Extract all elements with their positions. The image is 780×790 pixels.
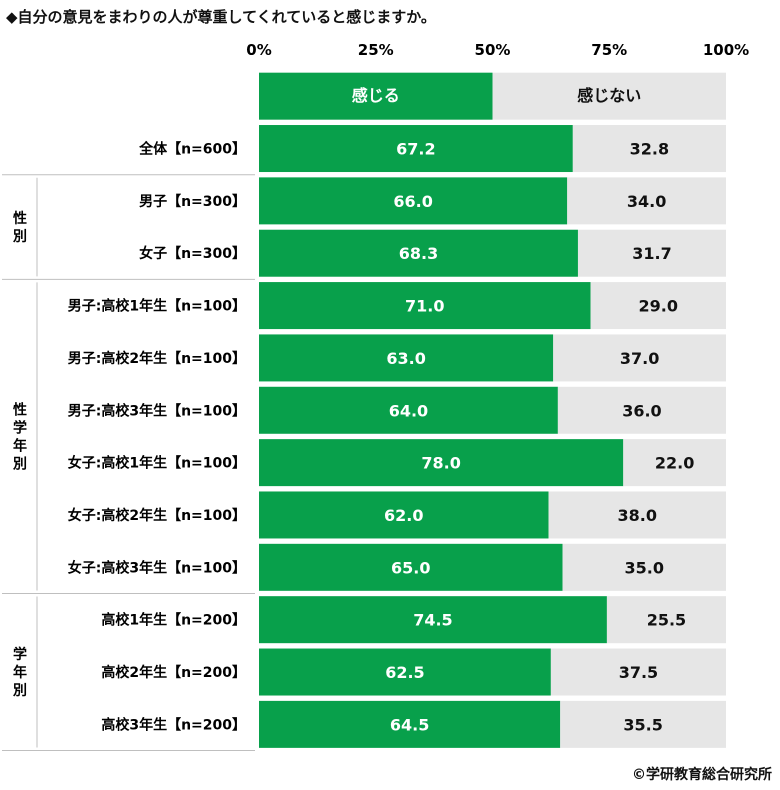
bar-yes xyxy=(259,386,558,434)
value-label-no: 35.5 xyxy=(623,715,662,734)
chart-title: ◆自分の意見をまわりの人が尊重してくれていると感じますか。 xyxy=(6,8,436,26)
value-label-no: 32.8 xyxy=(630,140,669,159)
value-label-yes: 65.0 xyxy=(391,558,430,577)
value-label-yes: 71.0 xyxy=(405,297,444,316)
category-label: 女子:高校3年生【n=100】 xyxy=(68,559,246,576)
bar-no xyxy=(623,439,726,487)
value-label-yes: 62.0 xyxy=(384,506,423,525)
value-label-yes: 78.0 xyxy=(421,454,460,473)
value-label-no: 22.0 xyxy=(655,454,694,473)
legend-label-yes: 感じる xyxy=(352,86,400,105)
category-label: 男子【n=300】 xyxy=(139,194,246,210)
value-label-yes: 66.0 xyxy=(393,192,432,211)
bar-no xyxy=(577,229,726,277)
bar-no xyxy=(606,596,726,644)
bar-no xyxy=(548,491,726,539)
value-label-yes: 62.5 xyxy=(385,663,424,682)
value-label-yes: 64.0 xyxy=(389,401,428,420)
bar-no xyxy=(567,177,726,225)
category-label: 女子【n=300】 xyxy=(139,245,246,262)
value-label-no: 38.0 xyxy=(618,506,657,525)
x-tick-label: 75% xyxy=(591,41,627,59)
group-label: 学年別 xyxy=(12,646,27,699)
value-label-no: 34.0 xyxy=(627,192,666,211)
value-label-no: 36.0 xyxy=(622,401,661,420)
bar-no xyxy=(557,386,726,434)
value-label-yes: 74.5 xyxy=(413,611,452,630)
legend-swatch-yes xyxy=(259,72,493,120)
copyright-credit: ©学研教育総合研究所 xyxy=(632,767,772,783)
value-label-no: 37.5 xyxy=(619,663,658,682)
bar-yes xyxy=(259,334,554,382)
bar-yes xyxy=(259,648,551,696)
group-label: 性学年別 xyxy=(12,401,27,472)
x-tick-label: 50% xyxy=(475,41,511,59)
bar-no xyxy=(560,700,726,748)
legend-swatch-no xyxy=(492,72,726,120)
value-label-no: 37.0 xyxy=(620,349,659,368)
bar-yes xyxy=(259,543,563,591)
legend-label-no: 感じない xyxy=(577,86,641,105)
bar-no xyxy=(553,334,726,382)
x-tick-label: 0% xyxy=(246,41,271,59)
category-label: 全体【n=600】 xyxy=(138,141,246,158)
value-label-no: 31.7 xyxy=(632,244,671,263)
value-label-no: 25.5 xyxy=(647,611,686,630)
bar-yes xyxy=(259,439,624,487)
group-label: 性別 xyxy=(12,210,27,245)
bar-yes xyxy=(259,282,591,330)
x-tick-label: 25% xyxy=(358,41,394,59)
category-label: 男子:高校3年生【n=100】 xyxy=(68,402,246,419)
bar-no xyxy=(572,125,726,173)
bar-yes xyxy=(259,700,561,748)
category-label: 高校1年生【n=200】 xyxy=(101,612,246,629)
value-label-yes: 63.0 xyxy=(386,349,425,368)
value-label-no: 35.0 xyxy=(625,558,664,577)
category-label: 高校3年生【n=200】 xyxy=(101,716,246,733)
value-label-no: 29.0 xyxy=(639,297,678,316)
category-label: 高校2年生【n=200】 xyxy=(101,664,246,681)
category-label: 男子:高校1年生【n=100】 xyxy=(68,298,246,315)
value-label-yes: 64.5 xyxy=(390,715,429,734)
bar-yes xyxy=(259,177,568,225)
bar-yes xyxy=(259,125,573,173)
category-label: 男子:高校2年生【n=100】 xyxy=(68,350,246,367)
value-label-yes: 68.3 xyxy=(399,244,438,263)
bar-yes xyxy=(259,596,607,644)
bar-no xyxy=(562,543,726,591)
value-label-yes: 67.2 xyxy=(396,140,435,159)
category-label: 女子:高校1年生【n=100】 xyxy=(68,455,246,472)
bar-no xyxy=(590,282,726,330)
bar-no xyxy=(550,648,726,696)
bar-yes xyxy=(259,491,549,539)
x-tick-label: 100% xyxy=(703,41,749,59)
bar-yes xyxy=(259,229,578,277)
category-label: 女子:高校2年生【n=100】 xyxy=(68,507,246,524)
